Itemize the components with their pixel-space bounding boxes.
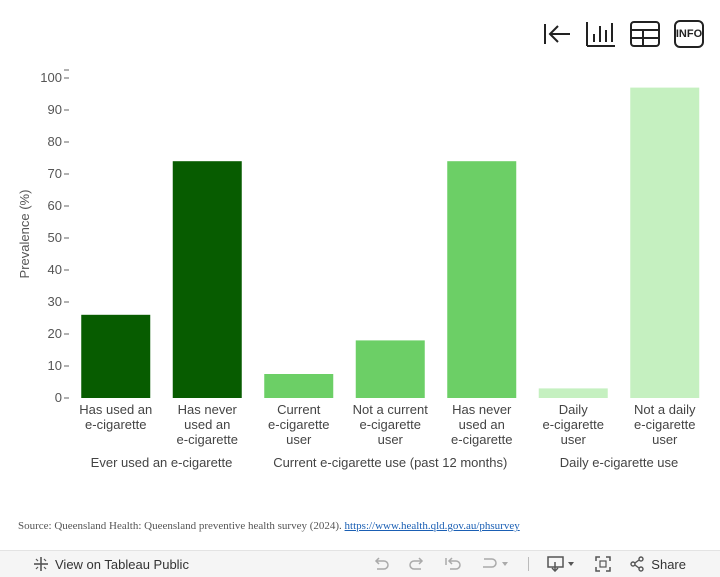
y-tick-label: 80 — [48, 134, 62, 149]
y-tick-label: 20 — [48, 326, 62, 341]
undo-icon[interactable] — [372, 557, 390, 571]
table-icon — [630, 21, 660, 47]
category-label: e-cigarette — [85, 417, 146, 432]
first-page-icon — [544, 24, 570, 44]
fullscreen-icon[interactable] — [595, 556, 612, 572]
refresh-icon[interactable] — [480, 557, 510, 571]
category-label: user — [286, 432, 312, 447]
share-button[interactable]: Share — [629, 556, 686, 572]
bar — [81, 314, 151, 398]
category-label: e-cigarette — [268, 417, 329, 432]
category-label: user — [561, 432, 587, 447]
category-label: Not a current — [353, 402, 429, 417]
category-label: user — [378, 432, 404, 447]
info-button[interactable]: INFO — [672, 18, 706, 50]
group-label: Ever used an e-cigarette — [91, 455, 233, 470]
category-label: user — [652, 432, 678, 447]
y-tick-label: 60 — [48, 198, 62, 213]
y-tick-label: 90 — [48, 102, 62, 117]
y-tick-label: 0 — [55, 390, 62, 405]
category-label: e-cigarette — [177, 432, 238, 447]
y-tick-label: 100 — [40, 70, 62, 85]
category-label: Has never — [452, 402, 512, 417]
category-label: Current — [277, 402, 321, 417]
source-link[interactable]: https://www.health.qld.gov.au/phsurvey — [344, 520, 520, 532]
source-text: Source: Queensland Health: Queensland pr… — [18, 520, 342, 532]
redo-icon[interactable] — [408, 557, 426, 571]
bar-chart-button[interactable] — [584, 18, 618, 50]
y-axis-label: Prevalence (%) — [17, 190, 32, 279]
y-tick-label: 70 — [48, 166, 62, 181]
view-on-tableau-link[interactable]: View on Tableau Public — [33, 556, 189, 572]
tableau-footer: View on Tableau Public Share — [0, 550, 720, 577]
tableau-logo-icon — [33, 556, 49, 572]
table-button[interactable] — [628, 18, 662, 50]
revert-icon[interactable] — [444, 557, 462, 571]
bar — [447, 161, 517, 398]
group-label: Current e-cigarette use (past 12 months) — [273, 455, 507, 470]
category-label: Daily — [559, 402, 588, 417]
source-note: Source: Queensland Health: Queensland pr… — [18, 520, 520, 532]
y-tick-label: 30 — [48, 294, 62, 309]
share-label: Share — [651, 556, 686, 572]
category-label: e-cigarette — [634, 417, 695, 432]
category-label: Not a daily — [634, 402, 696, 417]
category-label: Has never — [178, 402, 238, 417]
bar-chart-icon — [586, 22, 615, 47]
y-tick-label: 50 — [48, 230, 62, 245]
footer-separator — [528, 557, 530, 571]
first-page-button[interactable] — [540, 18, 574, 50]
y-tick-label: 40 — [48, 262, 62, 277]
download-icon[interactable] — [547, 556, 577, 572]
view-on-tableau-label: View on Tableau Public — [55, 556, 189, 572]
bar-chart: Prevalence (%) 0 10 20 30 40 50 60 70 80 90 100 Has … — [17, 69, 700, 470]
y-tick-label: 10 — [48, 358, 62, 373]
footer-controls: Share — [372, 556, 686, 572]
bar — [264, 374, 334, 398]
category-label: e-cigarette — [451, 432, 512, 447]
group-label: Daily e-cigarette use — [560, 455, 679, 470]
category-label: used an — [184, 417, 230, 432]
bar — [630, 87, 700, 398]
bar — [355, 340, 425, 398]
bar — [538, 388, 608, 398]
category-label: Has used an — [79, 402, 152, 417]
chart-toolbar: INFO — [540, 18, 706, 50]
share-icon — [630, 556, 644, 572]
info-icon: INFO — [674, 20, 704, 48]
bar — [172, 161, 242, 398]
category-label: used an — [459, 417, 505, 432]
category-label: e-cigarette — [360, 417, 421, 432]
category-label: e-cigarette — [543, 417, 604, 432]
